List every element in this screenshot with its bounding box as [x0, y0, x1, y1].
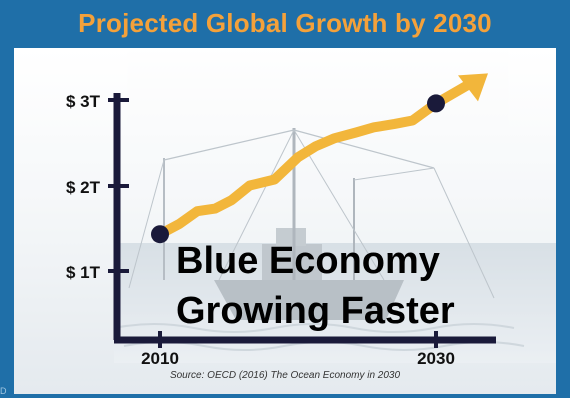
- x-tick-label-2010: 2010: [141, 349, 179, 368]
- marker-2010: [151, 225, 169, 244]
- y-tick-label-1t: $ 1T: [66, 263, 101, 282]
- overlay-heading-line1: Blue Economy: [176, 240, 440, 282]
- growth-chart: $ 3T $ 2T $ 1T 2010 2030: [14, 48, 556, 394]
- corner-mark: D: [0, 386, 7, 396]
- y-tick-label-2t: $ 2T: [66, 178, 101, 197]
- source-citation: Source: OECD (2016) The Ocean Economy in…: [169, 370, 401, 381]
- marker-2030: [427, 94, 445, 113]
- x-tick-label-2030: 2030: [417, 349, 455, 368]
- arrow-head: [458, 73, 488, 102]
- slide-title: Projected Global Growth by 2030: [78, 8, 492, 38]
- chart-panel: $ 3T $ 2T $ 1T 2010 2030 Blue Economy Gr…: [14, 48, 556, 394]
- growth-line: [155, 98, 441, 240]
- y-tick-label-3t: $ 3T: [66, 92, 101, 111]
- overlay-heading-line2: Growing Faster: [176, 290, 455, 332]
- growth-series: [151, 73, 488, 244]
- background-trawler-image: [14, 48, 556, 394]
